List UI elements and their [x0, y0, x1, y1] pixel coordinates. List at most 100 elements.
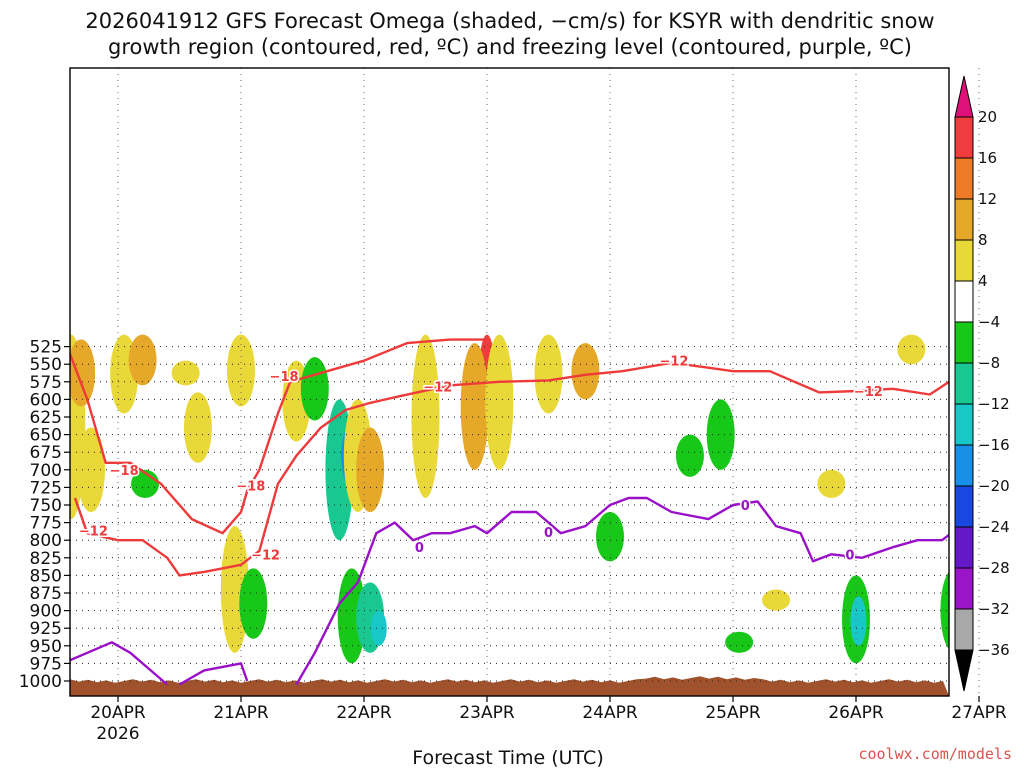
omega-cell-24 [460, 343, 489, 470]
contour-label-freezing-level-0c-0: 0 [415, 541, 424, 556]
colorbar-segment-2 [954, 157, 974, 200]
x-tick-label-23APR: 23APR [459, 703, 515, 723]
contour-label-freezing-level-0c-1: 0 [544, 526, 553, 541]
y-tick-label-1000: 1000 [19, 672, 62, 692]
colorbar-segment-6 [954, 321, 974, 364]
colorbar-label-5: −4 [978, 313, 1000, 331]
contour-label-dgz-minus-12-2: −12 [423, 381, 452, 396]
contour-label-dgz-minus-18-2: −18 [270, 370, 299, 385]
chart-title-line2: growth region (contoured, red, ºC) and f… [108, 35, 912, 59]
colorbar-label-12: −32 [978, 600, 1010, 618]
omega-cell-12 [239, 568, 268, 639]
x-tick-sublabel-20APR: 2026 [96, 724, 139, 744]
y-tick-label-800: 800 [30, 531, 62, 551]
contour-freezing-level-0c [295, 496, 949, 686]
omega-cell-19 [337, 568, 366, 664]
omega-cell-10 [227, 334, 255, 407]
omega-shading [70, 334, 949, 664]
contour-freezing-level-0b [178, 662, 249, 686]
omega-cell-26 [534, 334, 563, 414]
chart-title-line1: 2026041912 GFS Forecast Omega (shaded, −… [85, 9, 934, 33]
omega-cell-37 [940, 571, 949, 650]
colorbar-segment-11 [954, 526, 974, 569]
colorbar-bottom-arrow [954, 649, 974, 692]
x-tick-label-22APR: 22APR [336, 703, 392, 723]
colorbar-segment-3 [954, 198, 974, 241]
colorbar-label-13: −36 [978, 641, 1010, 659]
y-tick-label-750: 750 [30, 496, 62, 516]
omega-cell-36 [897, 334, 926, 365]
colorbar-label-11: −28 [978, 559, 1010, 577]
colorbar-segment-8 [954, 403, 974, 446]
colorbar-label-7: −12 [978, 395, 1010, 413]
x-tick-label-21APR: 21APR [213, 703, 269, 723]
y-tick-label-875: 875 [30, 584, 62, 604]
omega-cell-14 [300, 357, 329, 421]
contour-label-dgz-minus-18-1: −18 [236, 479, 265, 494]
credit-text: coolwx.com/models [858, 745, 1012, 763]
y-tick-label-975: 975 [30, 654, 62, 674]
omega-cell-31 [725, 631, 754, 653]
colorbar-segment-9 [954, 444, 974, 487]
colorbar-label-8: −16 [978, 436, 1010, 454]
colorbar-label-6: −8 [978, 354, 1000, 372]
y-tick-label-525: 525 [30, 338, 62, 358]
colorbar-label-0: 20 [978, 108, 997, 126]
colorbar-label-1: 16 [978, 149, 997, 167]
y-tick-label-575: 575 [30, 373, 62, 393]
colorbar-segment-5 [954, 280, 974, 323]
omega-cell-9 [183, 392, 212, 463]
y-tick-label-675: 675 [30, 443, 62, 463]
colorbar-segment-12 [954, 567, 974, 610]
y-tick-label-700: 700 [30, 461, 62, 481]
contour-dgz-minus-18 [70, 338, 487, 535]
colorbar-label-9: −20 [978, 477, 1010, 495]
y-tick-label-650: 650 [30, 426, 62, 446]
x-axis-label: Forecast Time (UTC) [412, 747, 603, 768]
y-tick-label-600: 600 [30, 390, 62, 410]
y-tick-label-725: 725 [30, 478, 62, 498]
omega-cell-27 [571, 343, 600, 400]
colorbar-top-arrow [954, 75, 974, 118]
colorbar-segment-13 [954, 608, 974, 651]
contour-label-freezing-level-0c-2: 0 [741, 499, 750, 514]
omega-cell-32 [762, 589, 791, 611]
contour-label-freezing-level-0c-3: 0 [845, 548, 854, 563]
contour-layer: −18−18−18−12−12−12−12−1200000 [70, 338, 949, 686]
omega-cell-6 [128, 334, 157, 386]
contour-label-dgz-minus-12-0: −12 [79, 524, 108, 539]
omega-cell-21 [370, 610, 387, 646]
y-tick-label-550: 550 [30, 355, 62, 375]
omega-cell-35 [850, 596, 867, 646]
y-tick-label-825: 825 [30, 549, 62, 569]
colorbar-label-2: 12 [978, 190, 997, 208]
omega-cell-25 [485, 334, 514, 470]
x-tick-label-24APR: 24APR [582, 703, 638, 723]
x-tick-label-20APR: 20APR [90, 703, 146, 723]
y-tick-label-775: 775 [30, 514, 62, 534]
terrain-layer [70, 676, 949, 696]
omega-cell-22 [411, 334, 440, 498]
colorbar-label-3: 8 [978, 231, 988, 249]
y-tick-label-625: 625 [30, 408, 62, 428]
contour-freezing-level-0 [70, 641, 168, 686]
omega-cell-4 [76, 427, 105, 513]
contour-label-dgz-minus-12-3: −12 [659, 355, 688, 370]
omega-cell-3 [70, 339, 96, 407]
colorbar-segment-7 [954, 362, 974, 405]
colorbar-label-10: −24 [978, 518, 1010, 536]
colorbar-segment-10 [954, 485, 974, 528]
contour-label-dgz-minus-12-4: −12 [854, 385, 883, 400]
omega-cell-8 [171, 360, 200, 386]
contour-dgz-minus-12 [73, 361, 949, 577]
colorbar-label-4: 4 [978, 272, 988, 290]
omega-cell-29 [675, 434, 704, 477]
colorbar-segment-1 [954, 116, 974, 159]
y-tick-label-850: 850 [30, 566, 62, 586]
colorbar: 20 16 12 8 4 −4 −8 −12 −16 −20 −24 −28 −32 −36 [954, 75, 1010, 692]
y-tick-label-950: 950 [30, 637, 62, 657]
y-tick-label-900: 900 [30, 602, 62, 622]
omega-cell-33 [817, 469, 846, 498]
